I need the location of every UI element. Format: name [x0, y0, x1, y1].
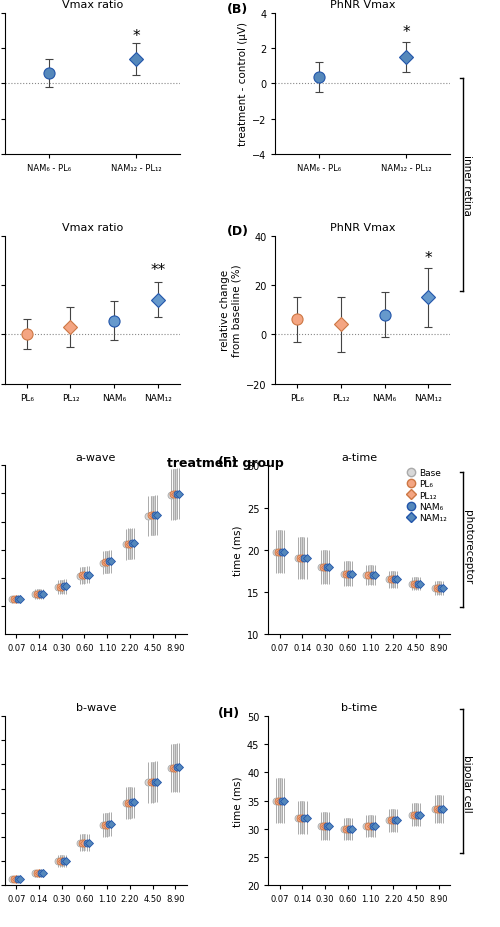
Y-axis label: time (ms): time (ms): [232, 776, 242, 826]
Y-axis label: treatment - control (μV): treatment - control (μV): [238, 22, 248, 146]
Text: *: *: [132, 29, 140, 44]
Title: b-time: b-time: [341, 703, 378, 713]
Text: (D): (D): [226, 224, 248, 237]
Title: PhNR Vmax: PhNR Vmax: [330, 222, 396, 233]
Text: *: *: [402, 25, 410, 40]
Text: **: **: [150, 263, 166, 278]
Text: treatment group: treatment group: [166, 456, 284, 469]
Legend: Base, PL₆, PL₁₂, NAM₆, NAM₁₂: Base, PL₆, PL₁₂, NAM₆, NAM₁₂: [406, 467, 449, 525]
Title: Vmax ratio: Vmax ratio: [62, 222, 123, 233]
Text: inner retina: inner retina: [462, 155, 472, 216]
Text: *: *: [424, 251, 432, 266]
Title: a-wave: a-wave: [76, 452, 116, 463]
Text: bipolar cell: bipolar cell: [462, 755, 472, 812]
Text: (F): (F): [218, 455, 238, 468]
Text: photoreceptor: photoreceptor: [462, 510, 472, 584]
Y-axis label: relative change
from baseline (%): relative change from baseline (%): [220, 264, 242, 357]
Y-axis label: time (ms): time (ms): [232, 525, 242, 576]
Text: (H): (H): [218, 706, 240, 719]
Title: PhNR Vmax: PhNR Vmax: [330, 0, 396, 10]
Title: b-wave: b-wave: [76, 703, 116, 713]
Text: (B): (B): [226, 3, 248, 16]
Title: Vmax ratio: Vmax ratio: [62, 0, 123, 10]
Title: a-time: a-time: [341, 452, 377, 463]
